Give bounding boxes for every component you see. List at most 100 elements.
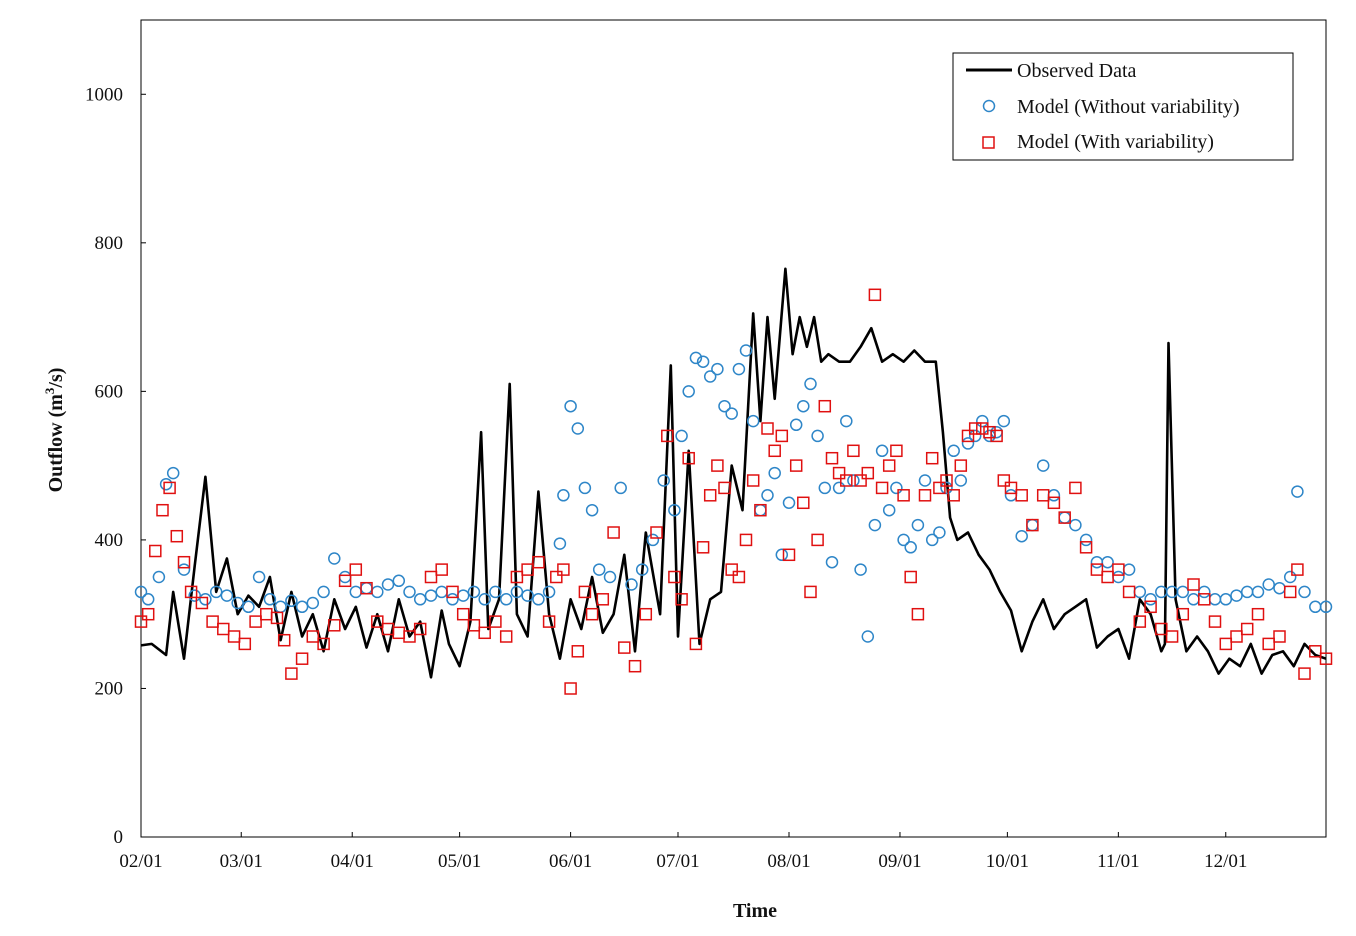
model-with-point bbox=[317, 637, 330, 651]
legend: Observed Data Model (Without variability… bbox=[952, 52, 1294, 161]
model-without-point bbox=[467, 585, 481, 599]
model-with-point bbox=[947, 489, 960, 502]
model-without-point bbox=[446, 593, 459, 606]
model-with-point bbox=[904, 570, 917, 584]
model-with-point bbox=[789, 459, 803, 472]
series-2 bbox=[134, 288, 1333, 695]
model-with-point bbox=[532, 555, 545, 569]
model-with-point bbox=[1058, 511, 1071, 524]
model-with-point bbox=[1101, 570, 1114, 584]
model-with-point bbox=[328, 619, 341, 632]
model-with-point bbox=[618, 641, 631, 654]
model-without-point bbox=[188, 589, 201, 602]
model-without-point bbox=[371, 585, 384, 599]
model-without-point bbox=[381, 578, 395, 591]
model-without-point bbox=[1262, 578, 1275, 591]
model-with-point bbox=[1004, 481, 1018, 495]
x-tick-label: 03/01 bbox=[220, 851, 263, 872]
model-without-point bbox=[832, 481, 846, 495]
model-with-point bbox=[1291, 563, 1304, 576]
y-tick-label: 400 bbox=[95, 530, 124, 551]
model-without-point bbox=[1208, 593, 1222, 606]
x-tick-label: 05/01 bbox=[438, 851, 481, 872]
model-with-point bbox=[1230, 630, 1243, 643]
model-with-point bbox=[1251, 607, 1265, 621]
model-without-point bbox=[1079, 533, 1093, 547]
model-without-point bbox=[435, 585, 448, 599]
model-without-point bbox=[263, 593, 277, 606]
legend-swatch-without bbox=[982, 99, 996, 113]
model-without-point bbox=[134, 585, 148, 599]
model-with-point bbox=[725, 563, 738, 576]
model-with-point bbox=[141, 607, 155, 621]
model-without-point bbox=[625, 578, 638, 591]
model-without-point bbox=[1122, 563, 1136, 576]
model-without-point bbox=[220, 589, 234, 602]
model-without-point bbox=[328, 552, 341, 565]
model-with-point bbox=[832, 466, 846, 480]
y-axis-title-sup: 3 bbox=[42, 387, 57, 394]
model-without-point bbox=[746, 414, 760, 428]
model-without-point bbox=[159, 477, 173, 491]
model-without-point bbox=[542, 585, 556, 599]
model-with-point bbox=[875, 481, 889, 495]
model-without-point bbox=[997, 414, 1011, 428]
model-with-point bbox=[954, 459, 968, 472]
model-with-point bbox=[746, 474, 760, 487]
model-without-point bbox=[925, 533, 939, 547]
model-without-point bbox=[532, 593, 545, 606]
model-with-point bbox=[639, 607, 653, 621]
model-with-point bbox=[306, 630, 320, 643]
model-with-point bbox=[1283, 585, 1297, 599]
model-without-point bbox=[954, 474, 968, 487]
model-with-point bbox=[961, 429, 975, 443]
model-without-point bbox=[1230, 589, 1243, 602]
model-with-point bbox=[499, 630, 513, 643]
model-with-point bbox=[1079, 541, 1093, 554]
model-without-point bbox=[689, 351, 703, 365]
model-with-point bbox=[1026, 518, 1039, 532]
model-with-point bbox=[768, 444, 781, 458]
model-with-point bbox=[163, 481, 176, 495]
model-without-point bbox=[696, 355, 710, 368]
model-without-point bbox=[614, 481, 627, 495]
model-without-point bbox=[797, 399, 810, 413]
legend-label-observed: Observed Data bbox=[1017, 60, 1137, 82]
model-with-point bbox=[285, 667, 298, 680]
model-with-point bbox=[249, 615, 262, 628]
y-tick-label: 600 bbox=[95, 381, 124, 402]
model-with-point bbox=[435, 563, 448, 576]
model-without-point bbox=[578, 481, 592, 495]
model-with-point bbox=[997, 474, 1011, 487]
model-without-point bbox=[285, 594, 298, 608]
model-with-point bbox=[976, 422, 989, 435]
model-without-point bbox=[875, 444, 889, 458]
model-without-point bbox=[711, 362, 724, 376]
model-without-point bbox=[703, 370, 717, 383]
model-without-point bbox=[818, 481, 832, 495]
model-without-point bbox=[1090, 555, 1104, 569]
model-without-point bbox=[968, 429, 982, 443]
y-tick-label: 200 bbox=[95, 678, 124, 699]
model-without-point bbox=[1240, 585, 1254, 599]
model-without-point bbox=[413, 593, 427, 606]
model-without-point bbox=[682, 385, 695, 398]
model-without-point bbox=[904, 541, 917, 554]
model-without-point bbox=[1283, 570, 1297, 584]
model-without-point bbox=[557, 489, 570, 502]
model-with-point bbox=[557, 563, 570, 576]
model-with-point bbox=[456, 607, 470, 621]
model-without-point bbox=[306, 596, 320, 610]
model-without-point bbox=[1026, 518, 1039, 532]
series-0 bbox=[140, 267, 1327, 679]
model-with-point bbox=[1219, 637, 1233, 651]
model-without-point bbox=[782, 496, 796, 510]
model-with-point bbox=[596, 593, 610, 606]
model-with-point bbox=[918, 489, 932, 502]
model-with-point bbox=[1273, 630, 1286, 643]
model-with-point bbox=[732, 570, 746, 584]
x-tick-label: 09/01 bbox=[878, 851, 921, 872]
model-without-point bbox=[571, 422, 585, 435]
model-without-point bbox=[861, 630, 875, 643]
model-without-point bbox=[918, 474, 932, 487]
